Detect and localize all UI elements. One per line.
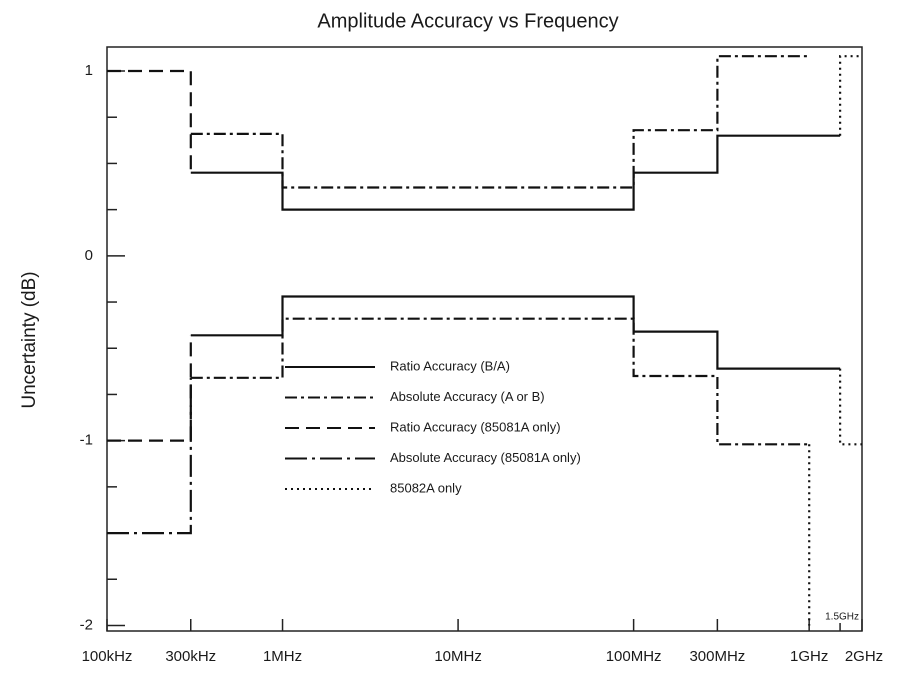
- y-tick-label: -1: [80, 432, 93, 449]
- x-tick-label: 2GHz: [845, 648, 883, 665]
- legend-label: Absolute Accuracy (85081A only): [390, 450, 581, 465]
- plot-frame: [106, 46, 863, 632]
- x-tick-label: 10MHz: [434, 648, 482, 665]
- y-axis-label: Uncertainty (dB): [19, 271, 40, 408]
- legend-label: 85082A only: [390, 480, 462, 495]
- legend-label: Ratio Accuracy (B/A): [390, 358, 510, 373]
- legend-label: Absolute Accuracy (A or B): [390, 389, 545, 404]
- series-line: [107, 377, 192, 535]
- x-tick-label: 1MHz: [263, 648, 302, 665]
- legend-label: Ratio Accuracy (85081A only): [390, 419, 561, 434]
- x-tick-label: 100MHz: [606, 648, 662, 665]
- series-line: [808, 55, 862, 626]
- chart-title: Amplitude Accuracy vs Frequency: [317, 10, 618, 32]
- series-line: [107, 69, 192, 442]
- series-line: [190, 55, 810, 446]
- x-tick-label: 300kHz: [165, 648, 216, 665]
- x-tick-label: 1GHz: [790, 648, 828, 665]
- y-tick-label: -2: [80, 616, 93, 633]
- x-tick-label: 1.5GHz: [825, 612, 859, 623]
- x-tick-label: 100kHz: [82, 648, 133, 665]
- x-tick-label: 300MHz: [689, 648, 745, 665]
- y-tick-label: 1: [85, 62, 93, 79]
- y-tick-label: 0: [85, 247, 93, 264]
